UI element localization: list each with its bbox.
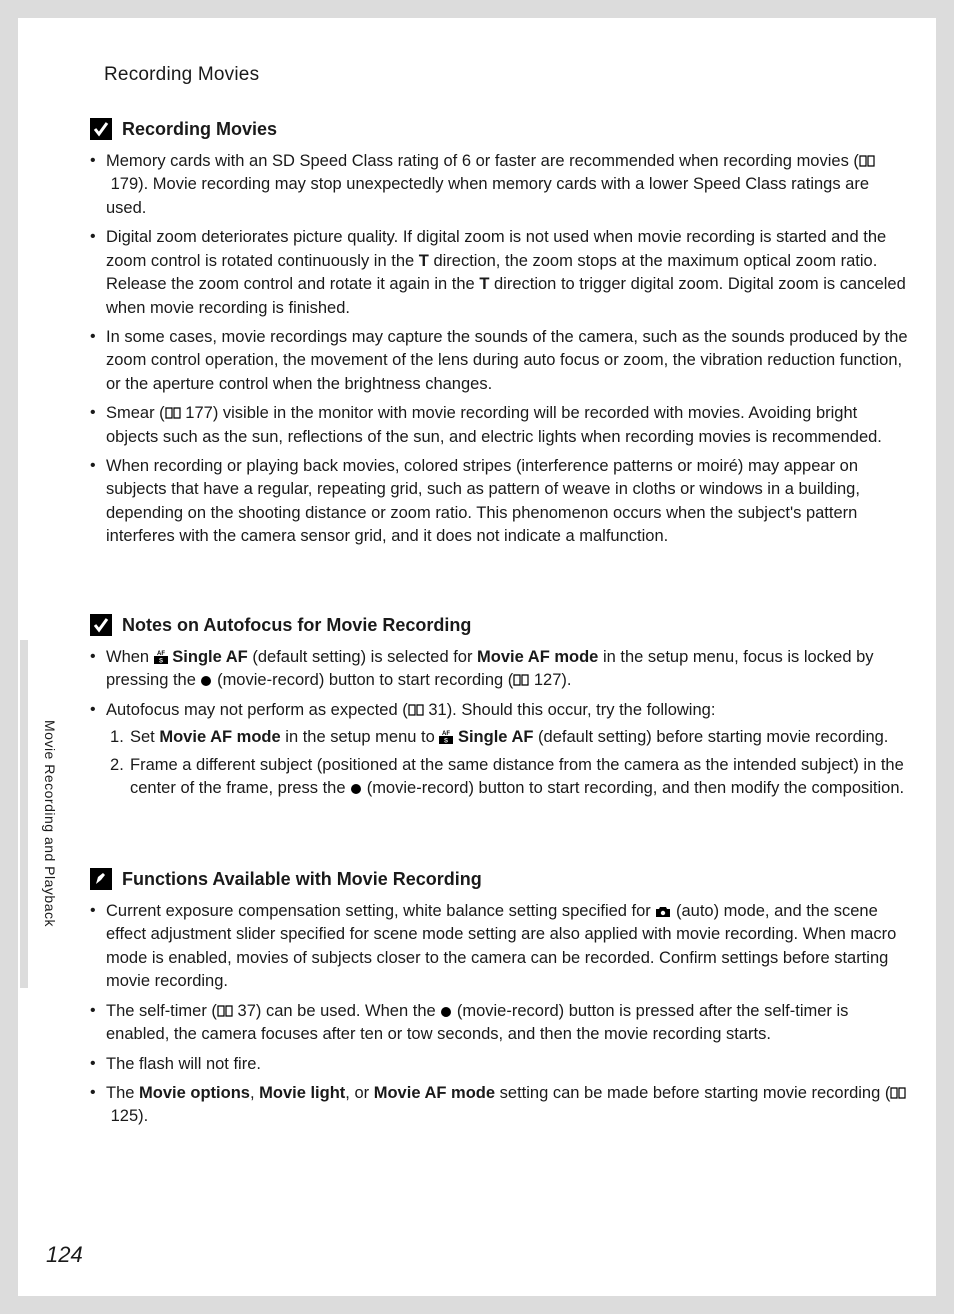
page-number: 124 [46, 1242, 83, 1268]
list-item: When recording or playing back movies, c… [90, 455, 910, 549]
section-title-text: Functions Available with Movie Recording [122, 869, 482, 890]
svg-text:S: S [159, 659, 163, 665]
list-item: Smear ( 177) visible in the monitor with… [90, 402, 910, 449]
page-header: Recording Movies [104, 64, 259, 86]
section-title-recording: Recording Movies [90, 118, 910, 140]
check-icon [90, 614, 112, 636]
section-autofocus: Notes on Autofocus for Movie Recording W… [90, 614, 910, 807]
record-dot-icon [350, 783, 362, 795]
record-dot-icon [440, 1006, 452, 1018]
list-item: Memory cards with an SD Speed Class rati… [90, 150, 910, 220]
svg-text:S: S [444, 739, 448, 745]
bullet-list-autofocus: When AFS Single AF (default setting) is … [90, 646, 910, 801]
book-icon [408, 704, 424, 716]
page-root: Recording Movies Recording Movies Memory… [0, 0, 954, 1314]
list-item: Current exposure compensation setting, w… [90, 900, 910, 994]
list-item: The flash will not fire. [90, 1053, 910, 1076]
pencil-icon [90, 868, 112, 890]
list-item: Digital zoom deteriorates picture qualit… [90, 226, 910, 320]
record-dot-icon [200, 675, 212, 687]
check-icon [90, 118, 112, 140]
list-item: In some cases, movie recordings may capt… [90, 326, 910, 396]
book-icon [217, 1005, 233, 1017]
list-item: When AFS Single AF (default setting) is … [90, 646, 910, 693]
section-title-functions: Functions Available with Movie Recording [90, 868, 910, 890]
list-item: The self-timer ( 37) can be used. When t… [90, 1000, 910, 1047]
book-icon [513, 674, 529, 686]
af-s-icon: AF S [154, 650, 168, 664]
camera-icon [655, 906, 671, 918]
step-item: Frame a different subject (positioned at… [126, 754, 910, 801]
step-item: Set Movie AF mode in the setup menu to A… [126, 726, 910, 749]
book-icon [165, 407, 181, 419]
section-recording: Recording Movies Memory cards with an SD… [90, 118, 910, 555]
side-tab-bar [20, 640, 28, 988]
list-item: Autofocus may not perform as expected ( … [90, 699, 910, 801]
bullet-list-functions: Current exposure compensation setting, w… [90, 900, 910, 1129]
book-icon [890, 1087, 906, 1099]
svg-text:AF: AF [157, 651, 165, 657]
af-s-icon: AF S [439, 730, 453, 744]
list-item: The Movie options, Movie light, or Movie… [90, 1082, 910, 1129]
section-title-text: Recording Movies [122, 119, 277, 140]
section-functions: Functions Available with Movie Recording… [90, 868, 910, 1135]
steps-list: Set Movie AF mode in the setup menu to A… [106, 726, 910, 800]
bullet-list-recording: Memory cards with an SD Speed Class rati… [90, 150, 910, 549]
svg-text:AF: AF [442, 731, 450, 737]
section-title-autofocus: Notes on Autofocus for Movie Recording [90, 614, 910, 636]
side-tab-label: Movie Recording and Playback [40, 720, 58, 970]
book-icon [859, 155, 875, 167]
section-title-text: Notes on Autofocus for Movie Recording [122, 615, 471, 636]
